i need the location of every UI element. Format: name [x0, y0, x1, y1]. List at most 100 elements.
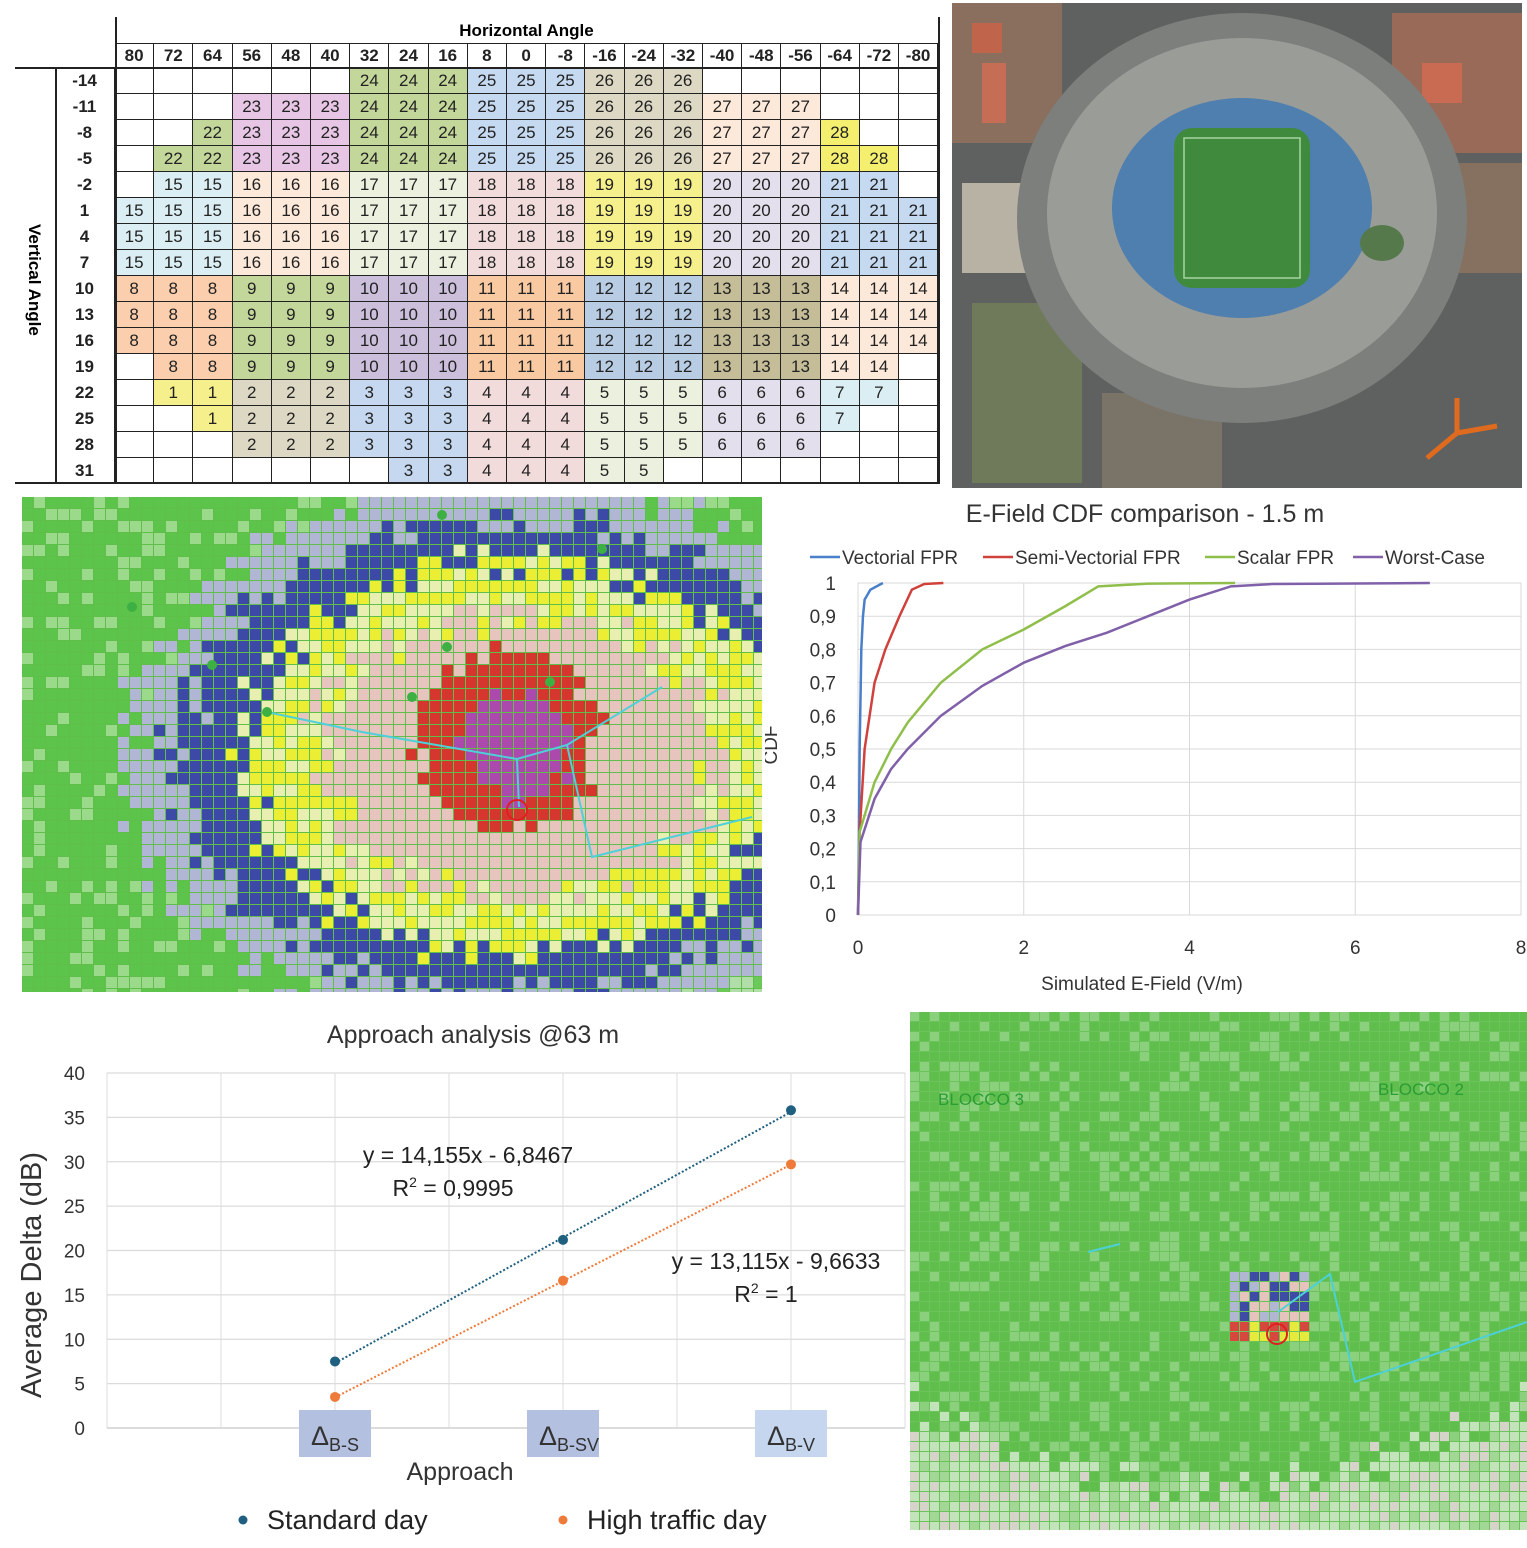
map-cell	[1280, 1102, 1289, 1111]
map-cell	[1480, 1142, 1489, 1151]
map-cell	[550, 605, 561, 616]
map-cell	[550, 629, 561, 640]
map-cell	[106, 605, 117, 616]
map-cell	[910, 1252, 919, 1261]
map-cell	[1330, 1272, 1339, 1281]
map-cell	[94, 569, 105, 580]
map-cell	[286, 629, 297, 640]
map-cell	[586, 629, 597, 640]
map-cell	[238, 509, 249, 520]
map-cell	[226, 641, 237, 652]
map-cell	[634, 857, 645, 868]
map-cell	[514, 833, 525, 844]
map-cell	[322, 521, 333, 532]
beam-cell: 24	[428, 146, 468, 172]
map-cell	[1380, 1052, 1389, 1061]
map-cell	[1100, 1222, 1109, 1231]
map-cell	[442, 785, 453, 796]
map-cell	[1060, 1272, 1069, 1281]
map-cell	[682, 617, 693, 628]
map-cell	[346, 821, 357, 832]
map-cell	[718, 653, 729, 664]
map-cell	[406, 809, 417, 820]
map-cell	[634, 821, 645, 832]
map-cell	[1400, 1262, 1409, 1271]
map-cell	[598, 665, 609, 676]
map-cell	[1040, 1212, 1049, 1221]
map-cell	[1500, 1092, 1509, 1101]
map-cell	[1430, 1272, 1439, 1281]
map-cell	[562, 617, 573, 628]
map-cell	[58, 617, 69, 628]
map-cell	[1370, 1212, 1379, 1221]
map-cell	[430, 989, 441, 992]
map-cell	[1240, 1212, 1249, 1221]
map-cell	[202, 581, 213, 592]
map-cell	[466, 761, 477, 772]
map-cell	[970, 1182, 979, 1191]
beam-cell: 2	[311, 432, 351, 458]
map-cell	[1340, 1072, 1349, 1081]
map-cell	[514, 845, 525, 856]
map-cell	[142, 773, 153, 784]
beam-cell: 5	[585, 432, 625, 458]
beam-cell: 16	[271, 224, 311, 250]
map-cell	[742, 557, 753, 568]
beam-cell	[899, 406, 939, 432]
beam-cell: 24	[350, 120, 390, 146]
data-point	[558, 1234, 568, 1245]
map-cell	[730, 533, 741, 544]
map-cell	[1020, 1242, 1029, 1251]
map-cell	[22, 749, 33, 760]
map-cell	[358, 965, 369, 976]
map-cell	[622, 821, 633, 832]
map-cell	[214, 545, 225, 556]
beam-cell: 3	[350, 380, 390, 406]
map-cell	[262, 989, 273, 992]
map-cell	[1480, 1022, 1489, 1031]
map-cell	[1030, 1082, 1039, 1091]
map-cell	[694, 809, 705, 820]
map-cell	[370, 545, 381, 556]
map-cell	[142, 725, 153, 736]
map-cell	[406, 593, 417, 604]
map-cell	[1510, 1092, 1519, 1101]
map-cell	[586, 569, 597, 580]
map-cell	[950, 1172, 959, 1181]
beam-cell: 27	[781, 120, 821, 146]
map-cell	[526, 761, 537, 772]
map-cell	[406, 905, 417, 916]
map-cell	[910, 1292, 919, 1301]
column-header: 8	[467, 43, 507, 68]
map-cell	[238, 917, 249, 928]
map-cell	[322, 881, 333, 892]
map-cell	[274, 593, 285, 604]
map-cell	[706, 545, 717, 556]
beam-cell: 23	[232, 94, 272, 120]
map-cell	[358, 977, 369, 988]
map-cell	[1340, 1082, 1349, 1091]
map-cell	[920, 1132, 929, 1141]
beam-cell: 4	[546, 380, 586, 406]
map-cell	[1460, 1302, 1469, 1311]
beam-cell: 13	[742, 302, 782, 328]
map-cell	[514, 737, 525, 748]
map-cell	[1430, 1252, 1439, 1261]
map-cell	[430, 869, 441, 880]
map-cell	[940, 1262, 949, 1271]
map-cell	[622, 641, 633, 652]
map-cell	[370, 677, 381, 688]
map-cell	[406, 749, 417, 760]
map-cell	[1050, 1012, 1059, 1021]
map-cell	[1380, 1152, 1389, 1161]
map-cell	[358, 893, 369, 904]
map-cell	[670, 533, 681, 544]
map-cell	[1480, 1072, 1489, 1081]
map-cell	[154, 593, 165, 604]
map-cell	[370, 557, 381, 568]
map-cell	[418, 713, 429, 724]
map-cell	[298, 761, 309, 772]
beam-cell	[820, 94, 860, 120]
map-cell	[526, 941, 537, 952]
map-cell	[1330, 1032, 1339, 1041]
